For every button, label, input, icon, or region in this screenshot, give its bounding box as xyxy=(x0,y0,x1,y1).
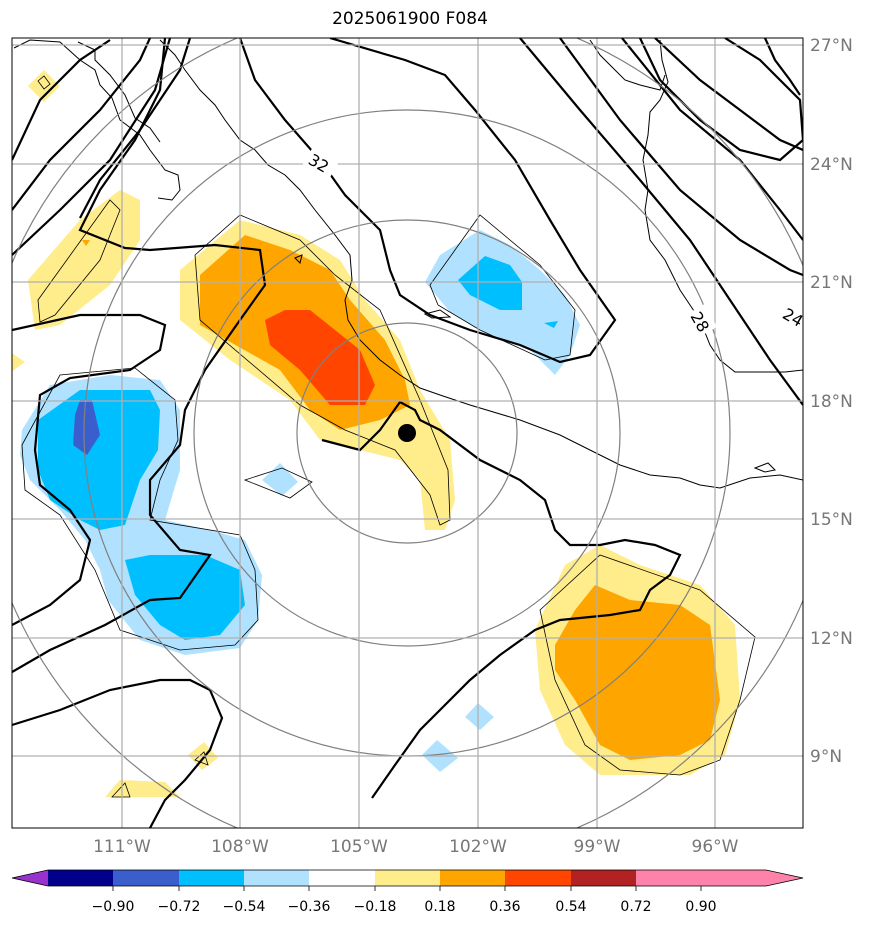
shaded-anomaly-field xyxy=(0,70,740,797)
colorbar-segment xyxy=(113,870,179,886)
lon-label: 111°W xyxy=(93,837,151,857)
colorbar-segment xyxy=(571,870,636,886)
colorbar-segment xyxy=(505,870,571,886)
lon-label: 102°W xyxy=(449,837,507,857)
map-panel: 32 28 24 xyxy=(0,3,837,863)
lat-label: 18°N xyxy=(810,392,853,412)
lat-label: 12°N xyxy=(810,629,853,649)
colorbar-segment xyxy=(636,870,701,886)
storm-center-marker xyxy=(398,424,416,442)
lon-label: 108°W xyxy=(211,837,269,857)
colorbar-label: 0.90 xyxy=(685,899,716,915)
colorbar-segment xyxy=(48,870,113,886)
colorbar-label: −0.54 xyxy=(223,899,266,915)
colorbar-segment xyxy=(375,870,440,886)
lon-label: 105°W xyxy=(330,837,388,857)
colorbar-label: 0.54 xyxy=(555,899,586,915)
colorbar-extend-low xyxy=(12,870,48,886)
colorbar-label: −0.18 xyxy=(354,899,397,915)
colorbar-segment xyxy=(440,870,505,886)
lon-label: 96°W xyxy=(692,837,739,857)
lat-label: 21°N xyxy=(810,273,853,293)
lat-label: 15°N xyxy=(810,510,853,530)
colorbar-extend-high xyxy=(701,870,803,886)
latitude-labels: 27°N 24°N 21°N 18°N 15°N 12°N 9°N xyxy=(810,36,853,767)
lat-label: 24°N xyxy=(810,155,853,175)
lat-label: 27°N xyxy=(810,36,853,56)
colorbar-label: −0.36 xyxy=(288,899,331,915)
colorbar-label: −0.90 xyxy=(92,899,135,915)
lat-label: 9°N xyxy=(810,747,842,767)
colorbar-label: 0.36 xyxy=(489,899,520,915)
colorbar-segment xyxy=(179,870,244,886)
colorbar-label: 0.72 xyxy=(620,899,651,915)
lon-label: 99°W xyxy=(574,837,621,857)
longitude-labels: 111°W 108°W 105°W 102°W 99°W 96°W xyxy=(93,837,739,857)
colorbar-segment xyxy=(244,870,309,886)
colorbar: −0.90 −0.72 −0.54 −0.36 −0.18 0.18 0.36 … xyxy=(12,870,803,915)
colorbar-segment xyxy=(309,870,375,886)
colorbar-label: 0.18 xyxy=(424,899,455,915)
colorbar-label: −0.72 xyxy=(158,899,201,915)
